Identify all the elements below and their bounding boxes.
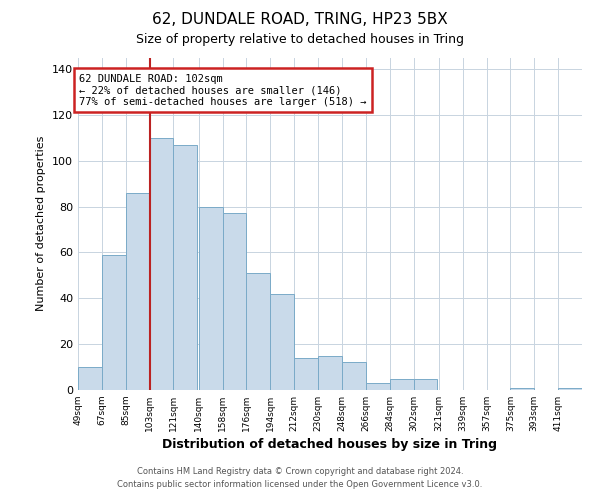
Bar xyxy=(78,367,102,390)
Text: 62 DUNDALE ROAD: 102sqm
← 22% of detached houses are smaller (146)
77% of semi-d: 62 DUNDALE ROAD: 102sqm ← 22% of detache… xyxy=(79,74,367,107)
Bar xyxy=(223,214,247,390)
Bar xyxy=(199,206,223,390)
Bar xyxy=(247,273,271,390)
Bar xyxy=(271,294,294,390)
Bar xyxy=(126,193,149,390)
Bar xyxy=(558,388,582,390)
Bar xyxy=(102,254,126,390)
Bar xyxy=(366,383,389,390)
Y-axis label: Number of detached properties: Number of detached properties xyxy=(37,136,46,312)
Text: 62, DUNDALE ROAD, TRING, HP23 5BX: 62, DUNDALE ROAD, TRING, HP23 5BX xyxy=(152,12,448,28)
Bar xyxy=(413,378,437,390)
Bar xyxy=(149,138,173,390)
Text: Contains HM Land Registry data © Crown copyright and database right 2024.: Contains HM Land Registry data © Crown c… xyxy=(137,467,463,476)
X-axis label: Distribution of detached houses by size in Tring: Distribution of detached houses by size … xyxy=(163,438,497,451)
Text: Contains public sector information licensed under the Open Government Licence v3: Contains public sector information licen… xyxy=(118,480,482,489)
Text: Size of property relative to detached houses in Tring: Size of property relative to detached ho… xyxy=(136,32,464,46)
Bar xyxy=(511,388,534,390)
Bar xyxy=(318,356,342,390)
Bar xyxy=(389,378,413,390)
Bar xyxy=(173,144,197,390)
Bar xyxy=(342,362,366,390)
Bar xyxy=(294,358,318,390)
